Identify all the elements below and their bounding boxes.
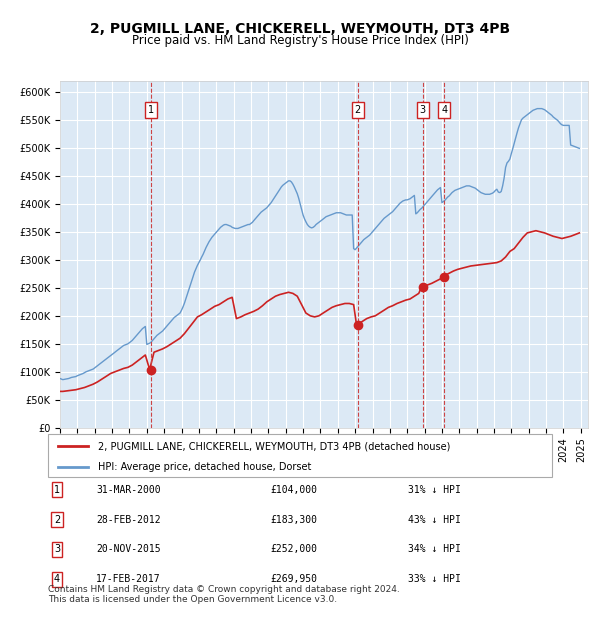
Text: HPI: Average price, detached house, Dorset: HPI: Average price, detached house, Dors… — [98, 461, 312, 472]
Text: 17-FEB-2017: 17-FEB-2017 — [96, 574, 161, 584]
Text: 2, PUGMILL LANE, CHICKERELL, WEYMOUTH, DT3 4PB (detached house): 2, PUGMILL LANE, CHICKERELL, WEYMOUTH, D… — [98, 441, 451, 451]
Text: 28-FEB-2012: 28-FEB-2012 — [96, 515, 161, 525]
Text: £104,000: £104,000 — [270, 485, 317, 495]
Text: 33% ↓ HPI: 33% ↓ HPI — [408, 574, 461, 584]
Text: 31% ↓ HPI: 31% ↓ HPI — [408, 485, 461, 495]
Text: 2, PUGMILL LANE, CHICKERELL, WEYMOUTH, DT3 4PB: 2, PUGMILL LANE, CHICKERELL, WEYMOUTH, D… — [90, 22, 510, 36]
Text: Price paid vs. HM Land Registry's House Price Index (HPI): Price paid vs. HM Land Registry's House … — [131, 34, 469, 47]
Text: 43% ↓ HPI: 43% ↓ HPI — [408, 515, 461, 525]
Text: 4: 4 — [441, 105, 447, 115]
FancyBboxPatch shape — [48, 434, 552, 477]
Text: 20-NOV-2015: 20-NOV-2015 — [96, 544, 161, 554]
Text: Contains HM Land Registry data © Crown copyright and database right 2024.
This d: Contains HM Land Registry data © Crown c… — [48, 585, 400, 604]
Text: 1: 1 — [148, 105, 154, 115]
Text: £269,950: £269,950 — [270, 574, 317, 584]
Text: 1: 1 — [54, 485, 60, 495]
Text: £252,000: £252,000 — [270, 544, 317, 554]
Text: 2: 2 — [54, 515, 60, 525]
Text: 3: 3 — [419, 105, 425, 115]
Text: 4: 4 — [54, 574, 60, 584]
Text: 2: 2 — [355, 105, 361, 115]
Text: 3: 3 — [54, 544, 60, 554]
Text: £183,300: £183,300 — [270, 515, 317, 525]
Text: 31-MAR-2000: 31-MAR-2000 — [96, 485, 161, 495]
Text: 34% ↓ HPI: 34% ↓ HPI — [408, 544, 461, 554]
